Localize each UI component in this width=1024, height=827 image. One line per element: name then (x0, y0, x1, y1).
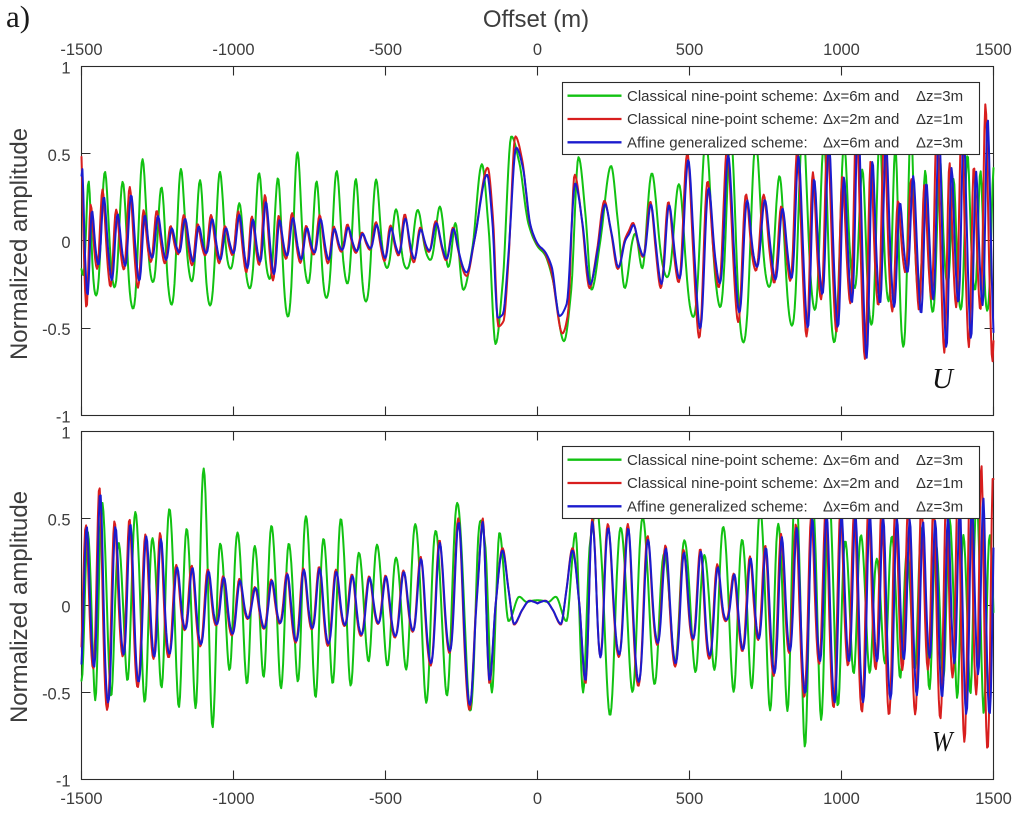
svg-text:Affine generalized scheme:: Affine generalized scheme: (627, 135, 808, 152)
svg-text:Normalized amplitude: Normalized amplitude (6, 491, 33, 723)
svg-text:Affine generalized scheme:: Affine generalized scheme: (627, 499, 808, 516)
svg-text:Δz=3m: Δz=3m (916, 499, 963, 516)
svg-text:Δx=2m and: Δx=2m and (823, 111, 899, 128)
svg-text:-1: -1 (56, 773, 71, 791)
svg-text:W: W (932, 725, 955, 757)
svg-text:Classical nine-point scheme:: Classical nine-point scheme: (627, 475, 818, 492)
svg-text:-1500: -1500 (60, 41, 102, 59)
svg-text:500: 500 (676, 41, 704, 59)
svg-text:500: 500 (676, 790, 704, 808)
svg-text:0: 0 (61, 599, 70, 617)
svg-text:Δz=3m: Δz=3m (916, 88, 963, 105)
svg-text:1500: 1500 (975, 790, 1012, 808)
svg-text:1500: 1500 (975, 41, 1012, 59)
svg-text:-500: -500 (369, 790, 402, 808)
svg-text:1000: 1000 (823, 790, 860, 808)
svg-text:Offset (m): Offset (m) (483, 6, 589, 33)
svg-text:Δx=2m and: Δx=2m and (823, 475, 899, 492)
svg-text:-500: -500 (369, 41, 402, 59)
svg-text:Δx=6m and: Δx=6m and (823, 499, 899, 516)
svg-text:0: 0 (533, 41, 542, 59)
svg-text:Classical nine-point scheme:: Classical nine-point scheme: (627, 88, 818, 105)
svg-text:Δx=6m and: Δx=6m and (823, 452, 899, 469)
svg-text:-0.5: -0.5 (42, 321, 70, 339)
svg-text:Normalized amplitude: Normalized amplitude (6, 128, 33, 360)
svg-text:Δx=6m and: Δx=6m and (823, 135, 899, 152)
svg-text:1: 1 (61, 60, 70, 78)
svg-text:Δz=3m: Δz=3m (916, 452, 963, 469)
svg-text:Δz=1m: Δz=1m (916, 475, 963, 492)
svg-text:0.5: 0.5 (48, 147, 71, 165)
svg-text:Δx=6m and: Δx=6m and (823, 88, 899, 105)
svg-text:1: 1 (61, 425, 70, 443)
svg-text:-1000: -1000 (212, 41, 254, 59)
svg-text:Classical nine-point scheme:: Classical nine-point scheme: (627, 111, 818, 128)
svg-text:a): a) (6, 0, 30, 34)
svg-text:1000: 1000 (823, 41, 860, 59)
svg-text:Δz=3m: Δz=3m (916, 135, 963, 152)
svg-text:0: 0 (533, 790, 542, 808)
svg-text:-1000: -1000 (212, 790, 254, 808)
svg-text:Classical nine-point scheme:: Classical nine-point scheme: (627, 452, 818, 469)
svg-text:0.5: 0.5 (48, 512, 71, 530)
svg-text:U: U (932, 363, 955, 395)
svg-text:-1: -1 (56, 409, 71, 427)
svg-text:Δz=1m: Δz=1m (916, 111, 963, 128)
svg-text:-1500: -1500 (60, 790, 102, 808)
svg-text:0: 0 (61, 234, 70, 252)
svg-text:-0.5: -0.5 (42, 686, 70, 704)
